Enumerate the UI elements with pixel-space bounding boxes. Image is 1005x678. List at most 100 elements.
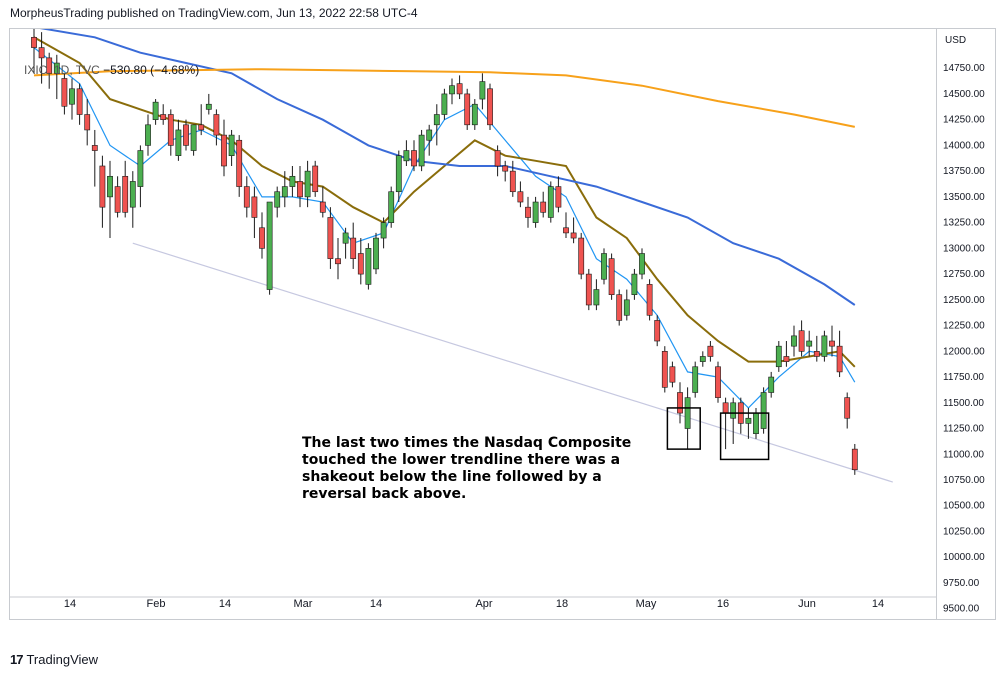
candle [456,75,463,100]
candle [791,325,797,357]
candle [525,196,531,228]
candle [608,253,615,300]
lower-trendline [132,242,893,483]
candle [251,186,258,239]
candle [540,191,547,218]
price-axis-label: 10750.00 [943,475,985,486]
time-axis-label: 14 [219,598,231,610]
candle [266,201,273,295]
price-axis[interactable]: USD 9500.00 9750.00 10000.00 10250.00 10500.0… [935,28,996,620]
footer: 17 TradingView [10,652,98,667]
candle [107,160,113,239]
candle [289,165,296,197]
candle [722,397,729,450]
candle [737,397,744,434]
time-axis-label: 14 [370,598,382,610]
candle [228,129,235,166]
ma-mid-line [33,36,856,368]
price-axis-label: 9500.00 [943,604,980,615]
candle [707,341,714,362]
currency-label: USD [945,35,966,46]
candle [433,104,440,146]
candle [661,346,668,393]
price-axis-svg: USD 9500.00 9750.00 10000.00 10250.00 10500.0… [943,35,985,615]
time-axis-label: Mar [294,598,313,610]
candle [692,361,699,398]
candle [403,140,410,166]
price-axis-label: 12000.00 [943,346,985,357]
candle [479,73,486,110]
candle [411,140,417,172]
candle [297,165,303,208]
candle [699,351,706,367]
time-axis-label: 14 [64,598,76,610]
candle [760,387,767,434]
candle [775,341,782,372]
candle [160,104,167,125]
candle [768,371,775,398]
candle [487,83,493,130]
candle [532,196,539,228]
candle [84,99,91,146]
candle [684,387,691,450]
candle [312,160,319,197]
candlestick-chart[interactable]: 14 Feb 14 Mar 14 Apr 18 May 16 Jun 14 [10,29,936,619]
candle [464,88,471,130]
candle [639,248,645,280]
candle [585,268,592,311]
candle [69,78,75,120]
candle [426,124,433,156]
candle [471,99,478,130]
price-axis-label: 11750.00 [943,372,984,383]
candle [677,382,683,424]
candle [806,330,813,357]
time-axis-label: Feb [147,598,166,610]
candle [357,238,364,285]
price-axis-label: 13250.00 [943,218,985,229]
time-axis-label: Jun [798,598,816,610]
candle [601,248,607,285]
candle [631,268,638,300]
candle [350,222,357,269]
candle [137,145,144,208]
candle [221,119,227,177]
candle [167,109,174,156]
candle [669,361,676,388]
candle [844,392,851,429]
chart-panel[interactable]: 14 Feb 14 Mar 14 Apr 18 May 16 Jun 14 IXIC, 1D, TV… [9,28,937,620]
candle [114,176,121,218]
candle [813,335,820,362]
candle [129,171,136,228]
candle [616,289,623,326]
brand-name[interactable]: TradingView [26,652,99,667]
candle [183,119,189,151]
tradingview-logo-icon: 17 [10,652,24,667]
time-axis-label: 16 [717,598,729,610]
price-axis-label: 14250.00 [943,115,985,126]
price-axis-label: 12500.00 [943,295,985,306]
candle [205,93,212,115]
candle [646,279,653,321]
candle [798,320,805,357]
price-axis-label: 10500.00 [943,501,985,512]
time-axis-label: Apr [475,598,492,610]
time-axis-label: 14 [872,598,884,610]
chart-annotation: The last two times the Nasdaq Composite … [302,435,632,502]
candle [259,212,265,259]
candle [517,181,524,208]
candle [494,145,501,177]
candle [145,114,151,156]
candle [418,129,425,172]
candle [365,243,372,290]
candle [91,129,98,187]
candle [388,186,395,228]
price-axis-label: 14500.00 [943,89,985,100]
candle [342,227,349,259]
candle [152,99,159,125]
candle [783,341,790,367]
candle [829,325,835,357]
candle [61,73,68,115]
candle [175,119,182,161]
symbol-legend: IXIC, 1D, TVC −530.80 (−4.68%) [24,63,199,77]
candle [821,330,828,362]
